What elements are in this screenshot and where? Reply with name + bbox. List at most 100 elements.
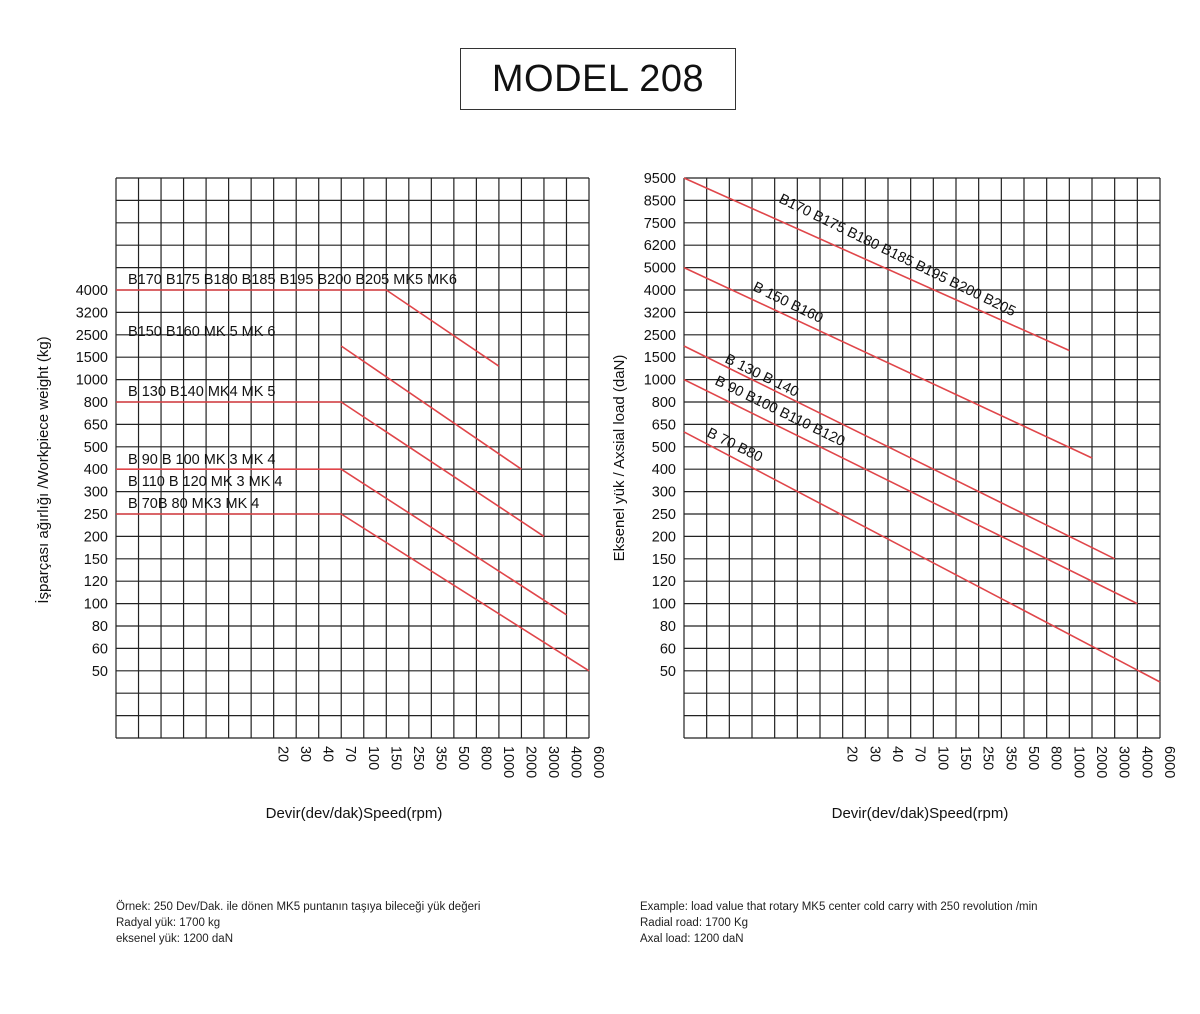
y-axis-label: İşparçası ağırlığı /Workpiece weight (kg… bbox=[34, 336, 52, 603]
x-tick-label: 4000 bbox=[567, 746, 583, 778]
x-tick-label: 70 bbox=[912, 746, 928, 762]
x-tick-label: 250 bbox=[980, 746, 996, 770]
note-line: Radial road: 1700 Kg bbox=[640, 917, 749, 929]
y-tick-label: 200 bbox=[84, 529, 108, 545]
x-tick-label: 6000 bbox=[1161, 746, 1177, 778]
x-tick-label: 20 bbox=[275, 746, 291, 762]
series-label: B 70 B80 bbox=[704, 425, 765, 466]
x-tick-label: 3000 bbox=[545, 746, 561, 778]
x-tick-label: 3000 bbox=[1116, 746, 1132, 778]
x-axis-label: Devir(dev/dak)Speed(rpm) bbox=[266, 805, 443, 822]
series-label: B170 B175 B180 B185 B195 B200 B205 MK5 M… bbox=[128, 272, 457, 288]
series: B170 B175 B180 B185 B195 B200 B205 MK5 M… bbox=[116, 272, 500, 367]
series-line bbox=[116, 468, 567, 616]
x-tick-label: 800 bbox=[1048, 746, 1064, 770]
workpiece-weight-chart: 20 30 40 70 100 150 250 350 500 800 1000 2000 3000 40… bbox=[34, 177, 606, 822]
y-axis-label: Eksenel yük / Axsial load (daN) bbox=[611, 355, 628, 562]
y-tick-label: 300 bbox=[652, 485, 676, 501]
note-line: eksenel yük: 1200 daN bbox=[116, 933, 233, 945]
x-tick-label: 40 bbox=[889, 746, 905, 762]
x-tick-label: 2000 bbox=[522, 746, 538, 778]
x-tick-label: 4000 bbox=[1138, 746, 1154, 778]
series-line bbox=[340, 345, 522, 470]
y-tick-label: 1500 bbox=[76, 350, 108, 366]
series-line bbox=[683, 378, 1138, 605]
series-label: B 110 B 120 MK 3 MK 4 bbox=[128, 474, 282, 490]
y-tick-label: 80 bbox=[660, 619, 676, 635]
note-line: Example: load value that rotary MK5 cent… bbox=[640, 901, 1038, 913]
y-tick-label: 800 bbox=[84, 395, 108, 411]
axial-load-chart: 20 30 40 70 100 150 250 350 500 800 1000 2000 3000 40… bbox=[611, 171, 1177, 822]
y-tick-label: 200 bbox=[652, 529, 676, 545]
series-line bbox=[683, 345, 1116, 560]
x-tick-label: 500 bbox=[455, 746, 471, 770]
note-line: Axal load: 1200 daN bbox=[640, 933, 744, 945]
y-tick-label: 300 bbox=[84, 485, 108, 501]
y-tick-label: 7500 bbox=[644, 216, 676, 232]
x-tick-label: 40 bbox=[320, 746, 336, 762]
y-tick-label: 1500 bbox=[644, 350, 676, 366]
y-tick-label: 250 bbox=[652, 507, 676, 523]
series: B170 B175 B180 B185 B195 B200 B205 bbox=[683, 177, 1070, 352]
y-tick-label: 100 bbox=[652, 597, 676, 613]
series: B 130 B140 MK4 MK 5 bbox=[116, 384, 545, 538]
series-line bbox=[116, 513, 590, 672]
x-tick-label: 30 bbox=[297, 746, 313, 762]
x-tick-label: 100 bbox=[365, 746, 381, 770]
series: B150 B160 MK 5 MK 6 bbox=[128, 324, 522, 470]
series-line bbox=[683, 431, 1161, 683]
series-line bbox=[116, 289, 500, 367]
y-tick-label: 150 bbox=[652, 552, 676, 568]
series: B 90 B 100 MK 3 MK 4 bbox=[128, 452, 276, 468]
note-line: Örnek: 250 Dev/Dak. ile dönen MK5 puntan… bbox=[116, 901, 481, 913]
y-tick-label: 6200 bbox=[644, 238, 676, 254]
y-tick-label: 100 bbox=[84, 597, 108, 613]
y-tick-label: 60 bbox=[660, 641, 676, 657]
y-tick-label: 1000 bbox=[76, 373, 108, 389]
series-label: B150 B160 MK 5 MK 6 bbox=[128, 324, 276, 340]
y-tick-label: 4000 bbox=[76, 283, 108, 299]
series-line bbox=[683, 266, 1093, 459]
x-axis-label: Devir(dev/dak)Speed(rpm) bbox=[832, 805, 1009, 822]
y-tick-label: 2500 bbox=[76, 328, 108, 344]
y-tick-label: 4000 bbox=[644, 283, 676, 299]
x-tick-label: 70 bbox=[342, 746, 358, 762]
x-tick-label: 150 bbox=[387, 746, 403, 770]
y-tick-label: 5000 bbox=[644, 261, 676, 277]
y-tick-label: 150 bbox=[84, 552, 108, 568]
y-tick-label: 650 bbox=[652, 417, 676, 433]
y-tick-label: 3200 bbox=[644, 305, 676, 321]
y-tick-label: 1000 bbox=[644, 373, 676, 389]
series: B 110 B 120 MK 3 MK 4 bbox=[116, 468, 567, 616]
notes-english: Example: load value that rotary MK5 cent… bbox=[640, 899, 1038, 947]
y-tick-label: 120 bbox=[84, 574, 108, 590]
y-tick-label: 500 bbox=[84, 440, 108, 456]
y-tick-label: 800 bbox=[652, 395, 676, 411]
y-tick-label: 400 bbox=[652, 462, 676, 478]
x-tick-label: 100 bbox=[934, 746, 950, 770]
y-tick-label: 250 bbox=[84, 507, 108, 523]
series-line bbox=[683, 177, 1070, 352]
x-tick-label: 150 bbox=[957, 746, 973, 770]
notes-turkish: Örnek: 250 Dev/Dak. ile dönen MK5 puntan… bbox=[116, 899, 480, 947]
series-label: B 130 B140 MK4 MK 5 bbox=[128, 384, 276, 400]
y-tick-label: 80 bbox=[92, 619, 108, 635]
note-line: Radyal yük: 1700 kg bbox=[116, 917, 221, 929]
series-label: B 90 B 100 MK 3 MK 4 bbox=[128, 452, 276, 468]
model-title-box: MODEL 208 bbox=[460, 48, 736, 110]
y-tick-label: 50 bbox=[92, 664, 108, 680]
y-tick-label: 8500 bbox=[644, 193, 676, 209]
x-tick-label: 1000 bbox=[1070, 746, 1086, 778]
series-label: B170 B175 B180 B185 B195 B200 B205 bbox=[776, 191, 1018, 320]
series-label: B 70B 80 MK3 MK 4 bbox=[128, 496, 259, 512]
series-line bbox=[116, 401, 545, 538]
x-tick-label: 800 bbox=[477, 746, 493, 770]
y-tick-label: 60 bbox=[92, 641, 108, 657]
y-tick-label: 50 bbox=[660, 664, 676, 680]
x-tick-label: 350 bbox=[1002, 746, 1018, 770]
grid bbox=[115, 177, 590, 739]
y-tick-label: 9500 bbox=[644, 171, 676, 187]
y-tick-label: 2500 bbox=[644, 328, 676, 344]
y-tick-label: 500 bbox=[652, 440, 676, 456]
